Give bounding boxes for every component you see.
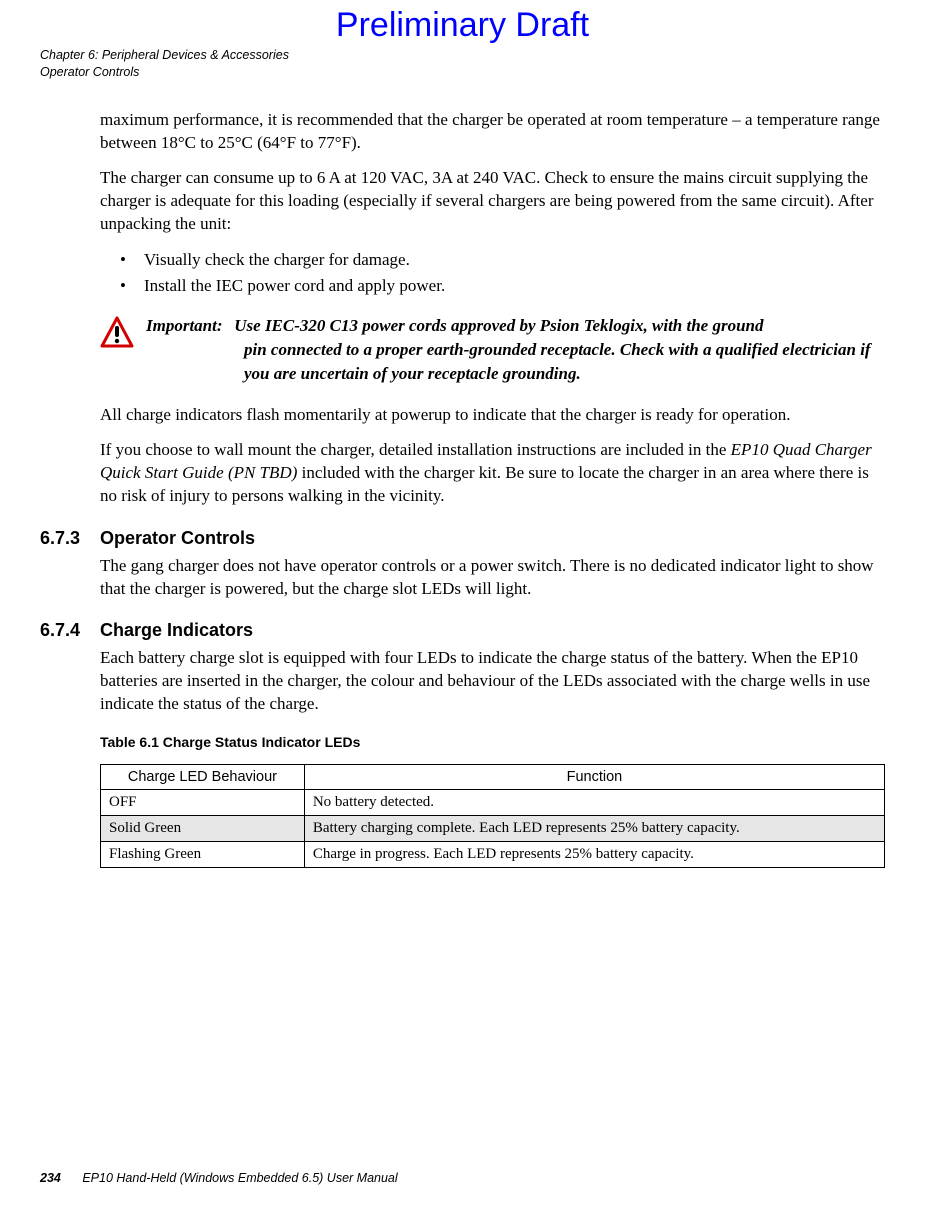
section-number: 6.7.4	[40, 620, 100, 641]
table-row: Flashing Green Charge in progress. Each …	[101, 842, 885, 868]
table-caption: Table 6.1 Charge Status Indicator LEDs	[100, 734, 885, 750]
section-heading: 6.7.4 Charge Indicators	[100, 620, 885, 641]
section-number: 6.7.3	[40, 528, 100, 549]
body-area: maximum performance, it is recommended t…	[40, 109, 885, 869]
page-footer: 234 EP10 Hand-Held (Windows Embedded 6.5…	[40, 1171, 398, 1185]
paragraph: If you choose to wall mount the charger,…	[100, 439, 885, 508]
important-note: Important: Use IEC-320 C13 power cords a…	[100, 314, 885, 385]
table-cell: No battery detected.	[304, 790, 884, 816]
table-header-row: Charge LED Behaviour Function	[101, 765, 885, 790]
paragraph: All charge indicators flash momentarily …	[100, 404, 885, 427]
section-title: Operator Controls	[100, 528, 255, 549]
important-body-line: Use IEC-320 C13 power cords approved by …	[234, 316, 763, 335]
section-title: Charge Indicators	[100, 620, 253, 641]
page: Preliminary Draft Chapter 6: Peripheral …	[0, 0, 925, 1209]
text-run: If you choose to wall mount the charger,…	[100, 440, 731, 459]
table-cell: OFF	[101, 790, 305, 816]
page-number: 234	[40, 1171, 61, 1185]
bullet-list: Visually check the charger for damage. I…	[100, 247, 885, 298]
table-row: OFF No battery detected.	[101, 790, 885, 816]
table-header-cell: Charge LED Behaviour	[101, 765, 305, 790]
paragraph: The gang charger does not have operator …	[100, 555, 885, 601]
paragraph: Each battery charge slot is equipped wit…	[100, 647, 885, 716]
list-item: Visually check the charger for damage.	[100, 247, 885, 273]
paragraph: maximum performance, it is recommended t…	[100, 109, 885, 155]
table-row: Solid Green Battery charging complete. E…	[101, 816, 885, 842]
important-text: Important: Use IEC-320 C13 power cords a…	[146, 314, 885, 385]
paragraph: The charger can consume up to 6 A at 120…	[100, 167, 885, 236]
section-title-line: Operator Controls	[40, 64, 885, 81]
running-header: Chapter 6: Peripheral Devices & Accessor…	[40, 47, 885, 81]
section-heading: 6.7.3 Operator Controls	[100, 528, 885, 549]
table-header-cell: Function	[304, 765, 884, 790]
chapter-title-line: Chapter 6: Peripheral Devices & Accessor…	[40, 47, 885, 64]
led-status-table: Charge LED Behaviour Function OFF No bat…	[100, 764, 885, 868]
preliminary-draft-header: Preliminary Draft	[40, 0, 885, 47]
table-cell: Battery charging complete. Each LED repr…	[304, 816, 884, 842]
important-body-line: pin connected to a proper earth-grounded…	[146, 338, 885, 386]
manual-title: EP10 Hand-Held (Windows Embedded 6.5) Us…	[82, 1171, 397, 1185]
table-cell: Charge in progress. Each LED represents …	[304, 842, 884, 868]
important-label: Important:	[146, 314, 230, 338]
table-cell: Solid Green	[101, 816, 305, 842]
table-cell: Flashing Green	[101, 842, 305, 868]
list-item: Install the IEC power cord and apply pow…	[100, 273, 885, 299]
warning-icon	[100, 316, 134, 355]
